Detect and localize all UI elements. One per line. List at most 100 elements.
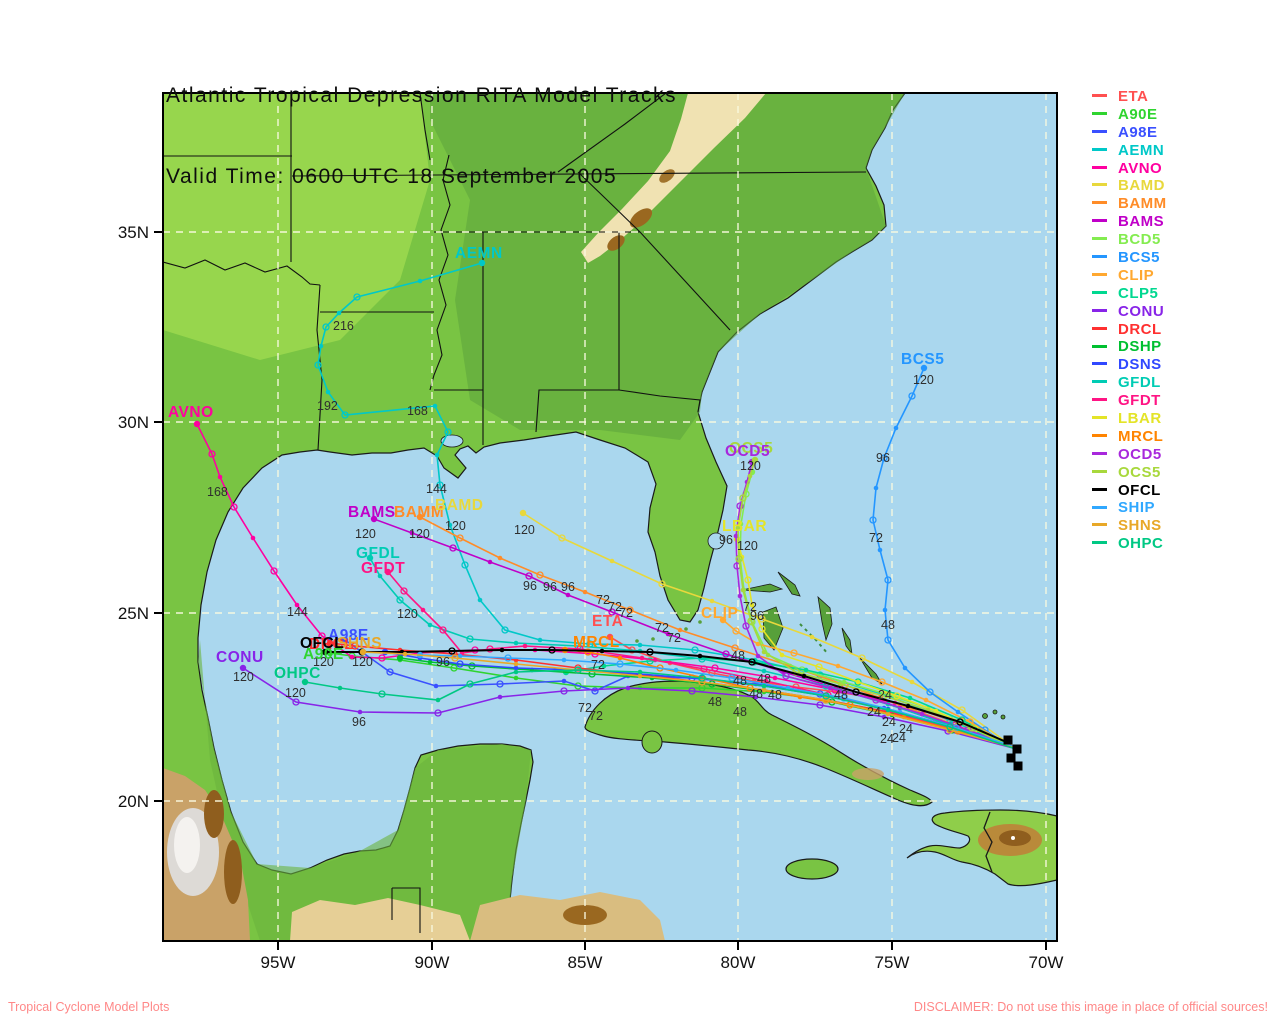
track-point-BCS5 — [955, 709, 961, 715]
forecast-hour-labels: 216 192 168 144 168 144 120 120 120 120 120 96 96 96 1… — [207, 319, 934, 746]
track-point-DSHP — [468, 662, 476, 670]
track-point-GFDT — [763, 678, 769, 684]
legend-item-SHIP: SHIP — [1092, 499, 1167, 517]
legend-item-LBAR: LBAR — [1092, 410, 1167, 428]
x-tick-label-85W: 85W — [568, 953, 603, 972]
legend-item-A98E: A98E — [1092, 124, 1167, 142]
track-point-CLP5 — [907, 695, 913, 701]
track-point-OHPC — [378, 690, 386, 698]
legend-label-BAMS: BAMS — [1118, 213, 1165, 231]
track-point-CONU — [625, 685, 631, 691]
track-point-LBAR — [744, 576, 752, 584]
track-point-OFCL — [748, 658, 756, 666]
x-tick-label-80W: 80W — [721, 953, 756, 972]
track-point-BAMS — [565, 592, 571, 598]
track-point-BAMD — [558, 534, 566, 542]
track-point-LBAR — [758, 625, 766, 633]
track-point-SHNS — [402, 651, 408, 657]
track-point-BAMD — [909, 679, 915, 685]
track-point-SHIP — [457, 653, 463, 659]
track-point-BAMS — [608, 608, 616, 616]
track-point-MRCL — [617, 655, 623, 661]
track-line-BCS5 — [872, 367, 1014, 749]
track-point-GFDL — [396, 596, 404, 604]
track-point-OCS5 — [761, 649, 767, 655]
legend-swatch-ETA — [1092, 94, 1107, 98]
track-point-GFDL — [377, 573, 383, 579]
legend-swatch-OHPC — [1092, 541, 1107, 545]
map-label-OFCL: OFCL — [300, 635, 344, 652]
track-point-DRCL — [351, 642, 359, 650]
legend-swatch-DRCL — [1092, 326, 1107, 330]
terrain-plains-light — [163, 93, 430, 360]
terrain-appalachian-peak — [659, 169, 675, 183]
legend-item-CONU: CONU — [1092, 303, 1167, 321]
hour-mark-48: 48 — [768, 688, 782, 702]
initial-point-square — [1006, 753, 1016, 763]
initial-point-square — [1012, 744, 1022, 754]
track-point-SHNS — [822, 696, 830, 704]
x-tick-label-95W: 95W — [261, 953, 296, 972]
track-line-OCS5 — [737, 459, 1014, 749]
x-tick-label-90W: 90W — [415, 953, 450, 972]
track-point-AVNO — [378, 654, 386, 662]
terrain-mexico-snow — [174, 817, 200, 873]
map-label-DRCL: DRCL — [309, 636, 354, 653]
track-endpoint-SHNS — [359, 648, 367, 656]
track-point-SHNS — [698, 678, 706, 686]
legend-item-A90E: A90E — [1092, 106, 1167, 124]
hour-mark-24: 24 — [892, 731, 906, 745]
track-line-OCD5 — [735, 461, 1013, 748]
track-point-BCS5 — [893, 425, 899, 431]
track-point-BAMD — [858, 654, 866, 662]
track-point-BAMM — [456, 534, 464, 542]
terrain-southeast-dark — [430, 93, 905, 440]
legend-item-OCS5: OCS5 — [1092, 464, 1167, 482]
map-label-OCS5: OCS5 — [729, 440, 773, 457]
track-point-BAMS — [487, 559, 493, 565]
legend-label-LBAR: LBAR — [1118, 410, 1162, 428]
legend-item-MRCL: MRCL — [1092, 428, 1167, 446]
track-point-CLIP — [878, 678, 886, 686]
legend-swatch-AVNO — [1092, 165, 1107, 169]
track-point-AVNO — [318, 632, 326, 640]
hour-mark-72: 72 — [743, 600, 757, 614]
track-point-OFCL — [599, 648, 605, 654]
legend-label-A98E: A98E — [1118, 123, 1158, 141]
legend-swatch-A90E — [1092, 111, 1107, 115]
hour-mark-96: 96 — [561, 580, 575, 594]
track-point-DSNS — [456, 660, 464, 668]
legend-label-DSNS: DSNS — [1118, 356, 1162, 374]
track-point-CONU — [816, 701, 824, 709]
legend-label-MRCL: MRCL — [1118, 427, 1164, 445]
track-point-OCD5 — [742, 622, 750, 630]
track-point-BAMM — [626, 606, 634, 614]
hour-mark-24: 24 — [878, 688, 892, 702]
initial-point-square — [1003, 735, 1013, 745]
track-point-BAMD — [809, 634, 815, 640]
track-point-SHIP — [728, 674, 736, 682]
track-point-AVNO — [250, 535, 256, 541]
hour-mark-96: 96 — [719, 533, 733, 547]
legend-label-OHPC: OHPC — [1118, 535, 1164, 553]
legend-item-ETA: ETA — [1092, 88, 1167, 106]
hour-mark-192: 192 — [317, 399, 338, 413]
legend-item-OFCL: OFCL — [1092, 482, 1167, 500]
track-point-SHIP — [504, 654, 512, 662]
track-point-GFDL — [427, 622, 433, 628]
legend-item-BAMS: BAMS — [1092, 213, 1167, 231]
legend-label-A90E: A90E — [1118, 105, 1158, 123]
track-point-AEMN — [432, 403, 438, 409]
plot-title-line2: Valid Time: 0600 UTC 18 September 2005 — [166, 165, 618, 188]
legend-swatch-MRCL — [1092, 433, 1107, 437]
track-point-BAMM — [582, 589, 588, 595]
hour-mark-96: 96 — [352, 715, 366, 729]
hour-mark-168: 168 — [407, 404, 428, 418]
track-point-OHPC — [946, 723, 954, 731]
track-endpoint-CLIP — [719, 616, 727, 624]
hour-mark-96: 96 — [876, 451, 890, 465]
legend-label-BCS5: BCS5 — [1118, 249, 1161, 267]
